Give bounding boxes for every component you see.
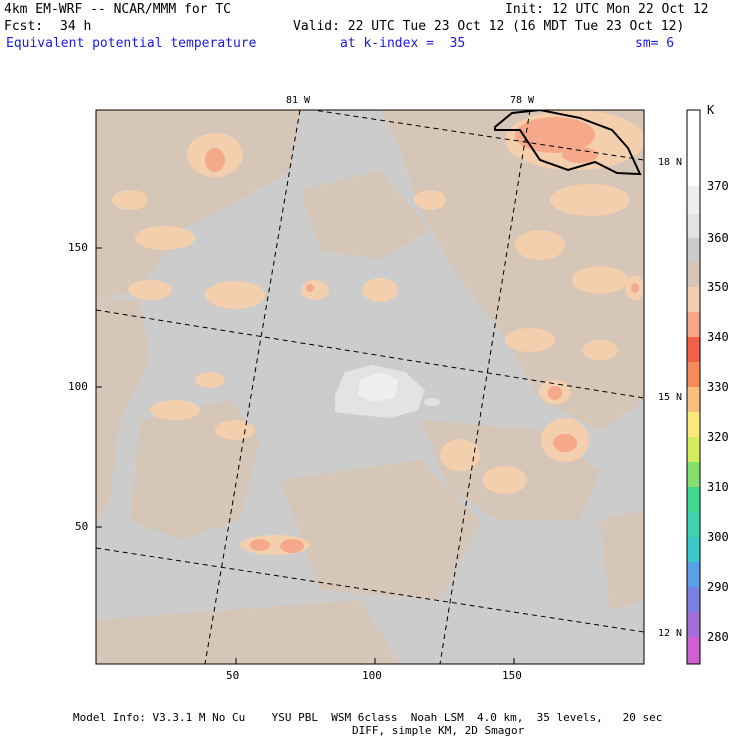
k-index: at k-index = 35 (340, 36, 466, 51)
forecast-hour: 34 h (60, 19, 92, 34)
latitude-label: 12 N (658, 628, 683, 639)
y-tick-label: 150 (68, 241, 88, 254)
field-name: Equivalent potential temperature (6, 36, 257, 51)
colorbar-label: 310 (707, 480, 729, 494)
colorbar-label: 340 (707, 330, 729, 344)
model-title: 4km EM-WRF -- NCAR/MMM for TC (4, 2, 231, 17)
longitude-label: 81 W (286, 95, 311, 106)
smoothing: sm= 6 (635, 36, 675, 51)
init-time: Init: 12 UTC Mon 22 Oct 12 (505, 2, 709, 17)
ept-field (96, 110, 644, 664)
colorbar (686, 109, 701, 665)
colorbar-label: 290 (707, 580, 729, 594)
x-tick-label: 150 (502, 669, 522, 682)
model-info: Model Info: V3.3.1 M No Cu YSU PBL WSM 6… (73, 711, 663, 724)
y-tick-label: 50 (75, 520, 89, 533)
model-info-line2: DIFF, simple KM, 2D Smagor (352, 724, 525, 737)
valid-time: Valid: 22 UTC Tue 23 Oct 12 (16 MDT Tue … (293, 19, 685, 34)
x-tick-label: 50 (226, 669, 240, 682)
colorbar-label: 330 (707, 380, 729, 394)
x-tick-label: 100 (362, 669, 382, 682)
forecast-label: Fcst: (4, 19, 44, 34)
longitude-label: 78 W (510, 95, 535, 106)
latitude-label: 18 N (658, 157, 683, 168)
colorbar-label: 360 (707, 231, 729, 245)
y-tick-label: 100 (68, 380, 88, 393)
latitude-label: 15 N (658, 392, 683, 403)
colorbar-label: 280 (707, 630, 729, 644)
colorbar-label: 370 (707, 179, 729, 193)
colorbar-unit: K (707, 103, 715, 117)
colorbar-label: 300 (707, 530, 729, 544)
colorbar-label: 320 (707, 430, 729, 444)
colorbar-label: 350 (707, 280, 729, 294)
